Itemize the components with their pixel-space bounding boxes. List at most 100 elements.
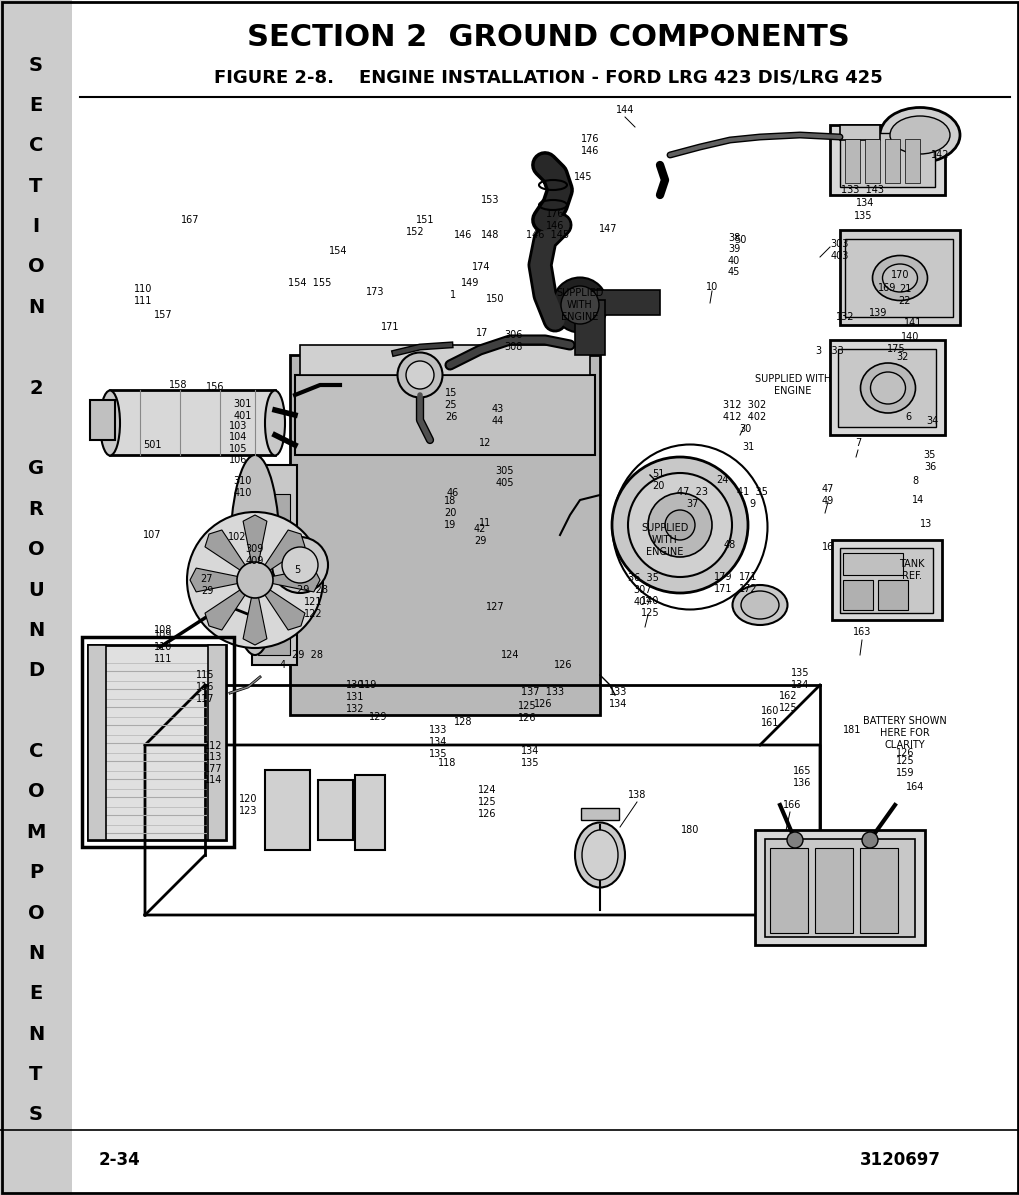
Text: 17: 17 bbox=[475, 327, 488, 338]
Bar bbox=[884, 139, 899, 183]
Bar bbox=[258, 494, 289, 529]
Polygon shape bbox=[243, 580, 267, 645]
Text: 501: 501 bbox=[143, 440, 161, 451]
Bar bbox=[258, 537, 289, 571]
Text: 145: 145 bbox=[573, 172, 592, 182]
Text: 51
20: 51 20 bbox=[651, 470, 663, 491]
Bar bbox=[844, 139, 859, 183]
Text: SUPPLIED
WITH
ENGINE: SUPPLIED WITH ENGINE bbox=[641, 523, 688, 557]
Text: S: S bbox=[29, 55, 43, 74]
Polygon shape bbox=[255, 568, 320, 592]
Text: 140: 140 bbox=[900, 332, 918, 342]
Circle shape bbox=[611, 456, 747, 593]
Text: 118: 118 bbox=[437, 758, 455, 768]
Bar bbox=[110, 390, 275, 455]
Text: 130
131
132: 130 131 132 bbox=[345, 680, 364, 713]
Text: 173: 173 bbox=[366, 287, 384, 298]
Text: 15
25
26: 15 25 26 bbox=[444, 388, 457, 422]
Bar bbox=[90, 400, 115, 440]
Text: 29  28: 29 28 bbox=[292, 650, 323, 660]
Text: 140
125: 140 125 bbox=[640, 596, 658, 618]
Text: 108: 108 bbox=[154, 625, 172, 635]
Text: O: O bbox=[28, 783, 44, 802]
Text: I: I bbox=[33, 217, 40, 237]
Text: N: N bbox=[28, 944, 44, 963]
Text: M: M bbox=[26, 823, 46, 841]
Text: 42
29: 42 29 bbox=[474, 525, 486, 546]
Text: 137  133
126: 137 133 126 bbox=[521, 687, 564, 709]
Bar bbox=[208, 645, 226, 840]
Circle shape bbox=[186, 511, 323, 648]
Text: 18
20
19: 18 20 19 bbox=[443, 496, 455, 529]
Text: 138: 138 bbox=[628, 790, 646, 799]
Text: 36  35
307
407: 36 35 307 407 bbox=[627, 574, 658, 607]
Text: 180: 180 bbox=[680, 825, 698, 835]
Text: 41  35
9: 41 35 9 bbox=[736, 488, 766, 509]
Circle shape bbox=[628, 473, 732, 577]
Text: N: N bbox=[28, 298, 44, 317]
Text: 310
410: 310 410 bbox=[233, 476, 252, 498]
Text: 149: 149 bbox=[461, 278, 479, 288]
Text: 309
409: 309 409 bbox=[246, 544, 264, 565]
Text: 167: 167 bbox=[180, 215, 199, 225]
Bar bbox=[840, 125, 879, 140]
Bar bbox=[580, 290, 659, 315]
Bar bbox=[355, 776, 384, 850]
Text: 181: 181 bbox=[842, 725, 860, 735]
Ellipse shape bbox=[871, 256, 926, 300]
Text: 164: 164 bbox=[905, 782, 923, 792]
Bar bbox=[300, 345, 589, 375]
Text: 112
113
177
114: 112 113 177 114 bbox=[204, 741, 222, 785]
Bar bbox=[575, 300, 604, 355]
Bar bbox=[769, 848, 807, 933]
Ellipse shape bbox=[406, 361, 433, 390]
Circle shape bbox=[272, 537, 328, 593]
Text: BATTERY SHOWN
HERE FOR
CLARITY: BATTERY SHOWN HERE FOR CLARITY bbox=[862, 716, 946, 749]
Text: 47
49: 47 49 bbox=[821, 484, 834, 505]
Bar bbox=[832, 540, 942, 620]
Text: 156: 156 bbox=[206, 382, 224, 392]
Bar bbox=[859, 848, 897, 933]
Bar bbox=[840, 133, 934, 186]
Ellipse shape bbox=[732, 586, 787, 625]
Text: 129: 129 bbox=[369, 712, 387, 722]
Ellipse shape bbox=[265, 391, 284, 455]
Text: 171
172: 171 172 bbox=[738, 572, 756, 594]
Text: SECTION 2  GROUND COMPONENTS: SECTION 2 GROUND COMPONENTS bbox=[247, 23, 849, 51]
Bar bbox=[842, 580, 872, 609]
Text: 157: 157 bbox=[154, 310, 172, 320]
Text: 31: 31 bbox=[741, 442, 753, 452]
Text: 3120697: 3120697 bbox=[859, 1151, 940, 1169]
Text: 162
125: 162 125 bbox=[777, 691, 797, 712]
Text: 50: 50 bbox=[733, 235, 746, 245]
Bar bbox=[318, 780, 353, 840]
Ellipse shape bbox=[575, 822, 625, 888]
Circle shape bbox=[861, 832, 877, 848]
Text: 147: 147 bbox=[598, 223, 616, 234]
Text: 141: 141 bbox=[903, 318, 921, 327]
Text: 133
134
135: 133 134 135 bbox=[428, 725, 446, 759]
Text: 2-34: 2-34 bbox=[99, 1151, 141, 1169]
Text: FIGURE 2-8.    ENGINE INSTALLATION - FORD LRG 423 DIS/LRG 425: FIGURE 2-8. ENGINE INSTALLATION - FORD L… bbox=[213, 68, 881, 86]
Text: 134: 134 bbox=[790, 680, 808, 690]
Circle shape bbox=[787, 832, 802, 848]
Text: 110
111: 110 111 bbox=[133, 284, 152, 306]
Text: 125
126: 125 126 bbox=[518, 701, 536, 723]
Bar bbox=[829, 341, 944, 435]
Text: T: T bbox=[30, 177, 43, 196]
Bar bbox=[864, 139, 879, 183]
Text: 35
36: 35 36 bbox=[923, 451, 935, 472]
Ellipse shape bbox=[397, 353, 442, 398]
Text: 126: 126 bbox=[895, 748, 913, 758]
Circle shape bbox=[281, 547, 318, 583]
Text: 134: 134 bbox=[855, 198, 873, 208]
Text: 38
39
40
45: 38 39 40 45 bbox=[728, 233, 740, 277]
Text: 16: 16 bbox=[821, 543, 834, 552]
Text: 43
44: 43 44 bbox=[491, 404, 503, 425]
Bar bbox=[252, 465, 297, 664]
Text: 135: 135 bbox=[790, 668, 808, 678]
Bar bbox=[0, 0, 72, 1195]
Text: 47  23
37: 47 23 37 bbox=[677, 488, 708, 509]
Text: 148: 148 bbox=[480, 229, 498, 240]
Text: 312  302
412  402
30: 312 302 412 402 30 bbox=[722, 400, 766, 434]
